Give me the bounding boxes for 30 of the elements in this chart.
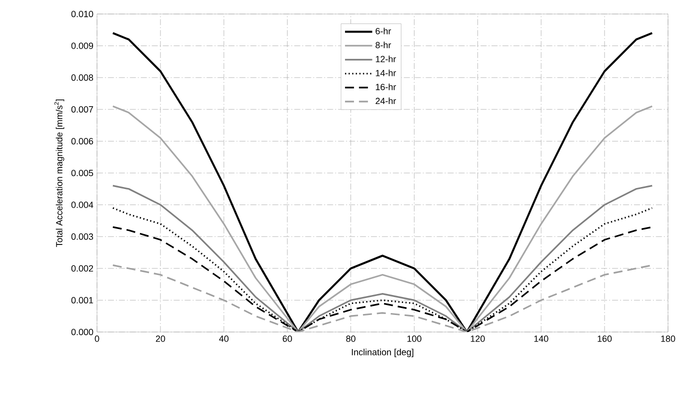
x-tick-label: 20 — [156, 336, 166, 342]
x-axis-title: Inclination [deg] — [352, 348, 414, 358]
y-tick-label: 0.002 — [71, 265, 94, 272]
x-tick-label: 100 — [407, 336, 422, 342]
legend-label: 6-hr — [376, 28, 392, 34]
x-tick-label: 180 — [661, 336, 676, 342]
y-tick-label: 0.010 — [71, 10, 94, 18]
x-tick-label: 120 — [470, 336, 485, 342]
legend-label: 24-hr — [376, 98, 396, 104]
legend-label: 12-hr — [376, 56, 396, 62]
y-tick-label: 0.006 — [71, 138, 94, 144]
y-tick-label: 0.004 — [71, 202, 94, 208]
y-tick-label: 0.008 — [71, 74, 94, 81]
y-tick-label: 0.005 — [71, 170, 94, 176]
x-tick-label: 80 — [346, 336, 356, 342]
x-tick-label: 140 — [534, 336, 548, 342]
y-tick-label: 0.003 — [71, 233, 94, 240]
legend-label: 16-hr — [376, 84, 396, 90]
line-series — [112, 184, 653, 332]
x-tick-label: 160 — [598, 336, 612, 342]
y-axis-title: Total Acceleration magnitude [mm/s$^{2}$] — [54, 99, 64, 247]
legend-label: 8-hr — [376, 42, 392, 48]
y-tick-label: 0.007 — [71, 106, 94, 113]
y-tick-label: 0.009 — [71, 42, 94, 49]
legend-label: 14-hr — [376, 70, 396, 76]
x-tick-label: 0 — [94, 336, 100, 342]
x-tick-label: 60 — [282, 336, 292, 342]
y-tick-label: 0.000 — [71, 328, 94, 336]
y-tick-label: 0.001 — [71, 297, 94, 304]
x-tick-label: 40 — [219, 336, 229, 342]
